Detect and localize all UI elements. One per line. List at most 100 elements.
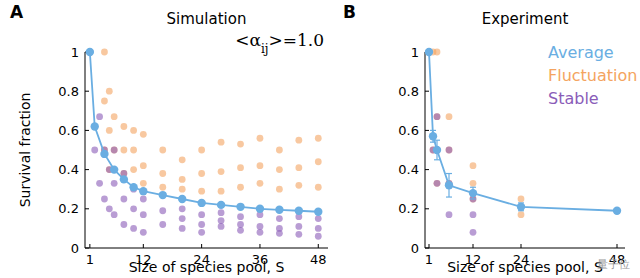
scatter-point <box>218 168 225 175</box>
scatter-point <box>140 180 147 187</box>
scatter-point <box>159 170 166 177</box>
scatter-point <box>198 170 205 177</box>
y-tick-label: 0.2 <box>58 201 79 216</box>
scatter-point <box>518 196 525 203</box>
x-axis <box>85 248 328 249</box>
y-tick <box>425 169 429 170</box>
average-point <box>91 122 99 130</box>
y-tick <box>85 91 89 92</box>
average-point <box>110 165 118 173</box>
error-cap <box>434 159 440 160</box>
error-cap <box>446 173 452 174</box>
legend-entry: Fluctuation <box>548 66 637 85</box>
scatter-point <box>518 203 525 210</box>
scatter-point <box>218 139 225 146</box>
scatter-point <box>276 215 283 222</box>
average-line <box>90 52 318 212</box>
scatter-point <box>179 225 186 232</box>
scatter-point <box>198 211 205 218</box>
scatter-point <box>446 147 453 154</box>
legend-entry: Stable <box>548 89 599 108</box>
average-point <box>469 189 477 197</box>
average-point <box>314 208 322 216</box>
scatter-point <box>295 182 302 189</box>
scatter-point <box>237 184 244 191</box>
scatter-point <box>237 227 244 234</box>
x-tick-label: 1 <box>425 252 433 267</box>
average-point <box>178 195 186 203</box>
scatter-point <box>237 141 244 148</box>
scatter-point <box>101 196 108 203</box>
y-tick-label: 1 <box>411 45 419 60</box>
y-tick-label: 0.2 <box>398 201 419 216</box>
scatter-point <box>237 164 244 171</box>
y-tick <box>85 169 89 170</box>
scatter-point <box>179 156 186 163</box>
scatter-point <box>276 186 283 193</box>
scatter-point <box>426 49 433 56</box>
scatter-point <box>140 196 147 203</box>
background <box>0 0 640 278</box>
scatter-point <box>257 135 264 142</box>
series-0 <box>101 49 322 195</box>
y-tick <box>85 208 89 209</box>
scatter-point <box>120 196 127 203</box>
scatter-point <box>159 147 166 154</box>
scatter-point <box>91 147 98 154</box>
scatter-point <box>198 221 205 228</box>
y-tick-label: 0.4 <box>398 162 419 177</box>
y-tick-label: 0.8 <box>58 84 79 99</box>
y-tick <box>85 130 89 131</box>
scatter-point <box>257 223 264 230</box>
scatter-point <box>257 229 264 236</box>
scatter-point <box>120 221 127 228</box>
scatter-point <box>470 229 477 236</box>
error-cap <box>470 187 476 188</box>
scatter-point <box>159 184 166 191</box>
series-1 <box>426 49 525 236</box>
scatter-point <box>315 184 322 191</box>
y-tick <box>425 208 429 209</box>
scatter-point <box>111 211 118 218</box>
average-point <box>159 191 167 199</box>
scatter-point <box>130 127 137 134</box>
error-cap <box>430 130 436 131</box>
legend-entry: Average <box>548 43 614 62</box>
scatter-point <box>106 88 113 95</box>
scatter-point <box>140 131 147 138</box>
title: Experiment <box>482 10 569 28</box>
scatter-point <box>120 123 127 130</box>
average-point <box>613 207 621 215</box>
scatter-point <box>111 147 118 154</box>
scatter-point <box>518 203 525 210</box>
scatter-point <box>446 147 453 154</box>
scatter-point <box>276 147 283 154</box>
scatter-point <box>106 127 113 134</box>
title: Simulation <box>167 10 247 28</box>
average-point <box>236 203 244 211</box>
scatter-point <box>106 205 113 212</box>
plot-area <box>86 48 323 240</box>
average-point <box>86 48 94 56</box>
x-tick <box>617 244 618 248</box>
scatter-point <box>295 223 302 230</box>
scatter-point <box>237 221 244 228</box>
scatter-point <box>101 98 108 105</box>
x-tick <box>143 244 144 248</box>
x-tick <box>89 244 90 248</box>
y-tick <box>425 248 429 249</box>
panel-label: A <box>10 2 24 22</box>
error-cap <box>470 198 476 199</box>
scatter-point <box>179 205 186 212</box>
scatter-point <box>276 166 283 173</box>
x-tick-label: 1 <box>86 252 94 267</box>
scatter-point <box>237 213 244 220</box>
annotation: <αij>=1.0 <box>235 30 324 56</box>
y-tick-label: 0 <box>71 241 79 256</box>
x-tick <box>521 244 522 248</box>
scatter-point <box>257 180 264 187</box>
y-axis-label: Survival fraction <box>17 93 33 208</box>
scatter-point <box>120 147 127 154</box>
scatter-point <box>198 147 205 154</box>
scatter-point <box>198 229 205 236</box>
